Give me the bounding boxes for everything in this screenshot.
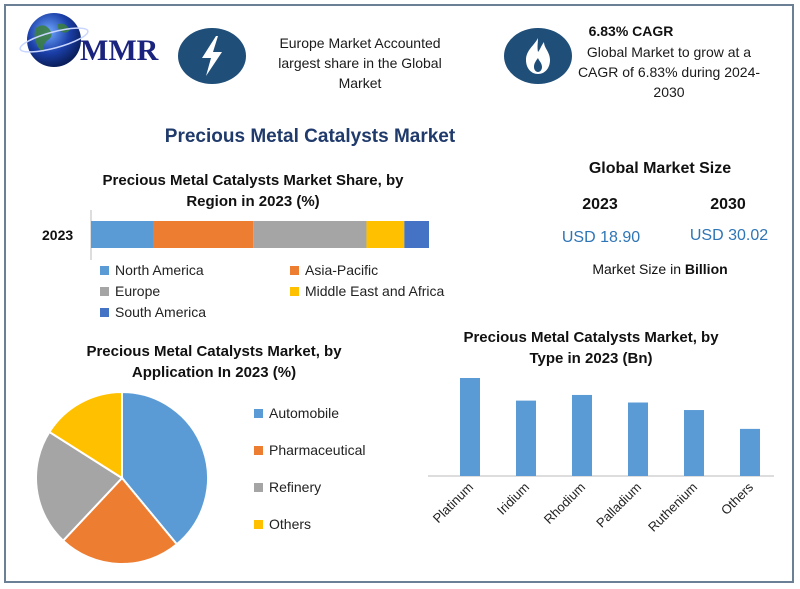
unit-prefix: Market Size in	[592, 261, 682, 277]
legend-swatch	[254, 482, 263, 492]
legend-label: Automobile	[269, 405, 340, 421]
region-segment-1	[91, 221, 154, 248]
legend-swatch	[100, 286, 109, 296]
legend-label: North America	[115, 262, 204, 278]
value-2023: USD 18.90	[561, 229, 641, 246]
logo-text: MMR	[80, 34, 159, 67]
global-market-title: Global Market Size	[588, 160, 732, 177]
legend-refinery: Refinery	[254, 479, 321, 495]
type-tick-label: Ruthenium	[645, 480, 700, 535]
region-segment-3	[253, 221, 367, 248]
type-bar-platinum	[460, 378, 480, 476]
value-2030: USD 30.02	[689, 227, 769, 244]
globe-icon	[19, 13, 89, 67]
legend-north-america: North America	[100, 262, 204, 278]
logo: MMR	[14, 10, 164, 70]
legend-europe: Europe	[100, 283, 160, 299]
type-bar-chart: Platinum Iridium Rhodium Palladium Ruthenium…	[428, 378, 774, 535]
type-bar-rhodium	[572, 394, 592, 476]
legend-middle-east-africa: Middle East and Africa	[290, 283, 444, 299]
type-tick-label: Platinum	[430, 480, 476, 526]
region-bar-chart	[90, 210, 429, 260]
legend-asia-pacific: Asia-Pacific	[290, 262, 378, 278]
region-segment-5	[404, 221, 429, 248]
region-segment-4	[366, 221, 405, 248]
application-pie-chart	[35, 390, 209, 565]
legend-label: Others	[269, 516, 312, 532]
legend-pharmaceutical: Pharmaceutical	[254, 442, 366, 458]
legend-swatch	[254, 408, 263, 418]
year-2030-label: 2030	[710, 196, 746, 213]
legend-label: Middle East and Africa	[305, 283, 445, 299]
cagr-title: 6.83% CAGR	[588, 23, 674, 39]
region-segment-2	[153, 221, 254, 248]
cagr-text: Global Market to grow at a CAGR of 6.83%…	[577, 44, 761, 100]
legend-label: Refinery	[269, 479, 322, 495]
market-size-unit: Market Size in Billion	[560, 261, 760, 277]
legend-others: Others	[254, 516, 311, 532]
type-chart-title: Precious Metal Catalysts Market, by Type…	[463, 329, 719, 367]
legend-automobile: Automobile	[254, 405, 339, 421]
legend-swatch	[254, 445, 263, 455]
legend-label: South America	[115, 304, 207, 320]
pie-slice-automobile	[121, 390, 209, 546]
type-tick-label: Iridium	[494, 480, 532, 518]
legend-label: Europe	[115, 283, 161, 299]
flame-icon	[526, 38, 550, 74]
type-bar-iridium	[516, 400, 536, 476]
application-chart-title: Precious Metal Catalysts Market, by Appl…	[86, 343, 342, 381]
legend-swatch	[100, 307, 109, 317]
type-bar-ruthenium	[684, 410, 704, 476]
legend-label: Pharmaceutical	[269, 442, 366, 458]
lightning-icon	[202, 36, 222, 76]
legend-swatch	[290, 265, 299, 275]
type-bar-palladium	[628, 402, 648, 476]
pie-slice-refinery	[35, 430, 124, 543]
pie-slice-pharmaceutical	[61, 476, 179, 565]
type-tick-label: Palladium	[593, 480, 644, 531]
main-title: Precious Metal Catalysts Market	[164, 126, 456, 147]
type-tick-label: Others	[718, 479, 757, 518]
legend-swatch	[290, 286, 299, 296]
flame-badge	[504, 28, 572, 84]
legend-swatch	[100, 265, 109, 275]
region-chart-title: Precious Metal Catalysts Market Share, b…	[102, 172, 404, 210]
legend-south-america: South America	[100, 304, 206, 320]
legend-swatch	[254, 519, 263, 529]
type-tick-label: Rhodium	[541, 480, 588, 527]
pie-slice-others	[48, 390, 123, 480]
region-year-label: 2023	[42, 227, 74, 243]
lightning-badge	[178, 28, 246, 84]
unit-bold: Billion	[684, 261, 728, 277]
year-2023-label: 2023	[582, 196, 618, 213]
europe-share-text: Europe Market Accounted largest share in…	[278, 35, 442, 91]
type-bar-others	[740, 428, 760, 476]
legend-label: Asia-Pacific	[305, 262, 379, 278]
